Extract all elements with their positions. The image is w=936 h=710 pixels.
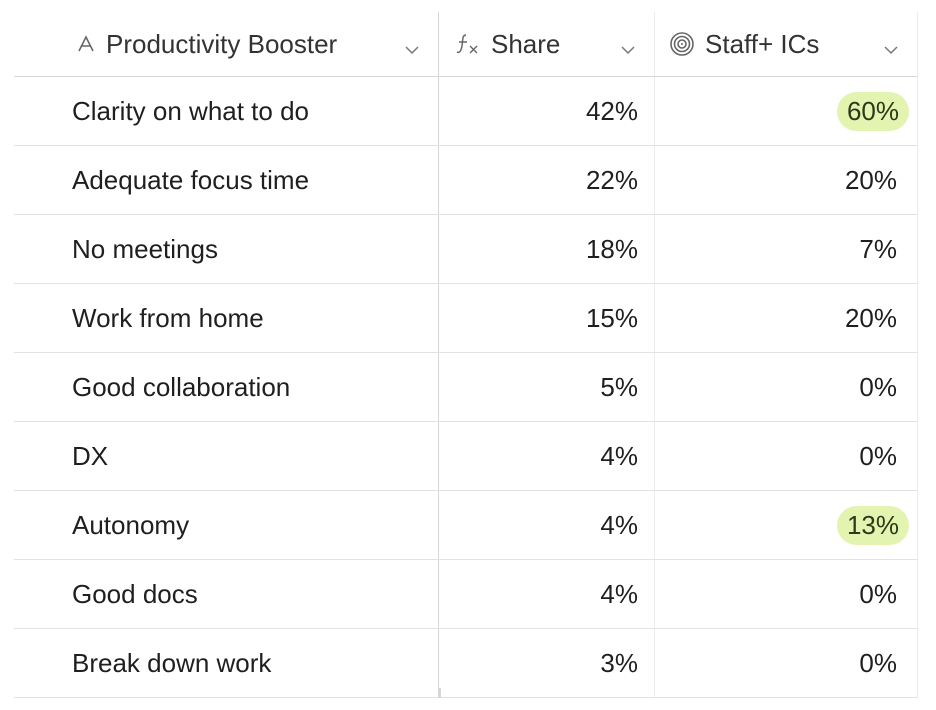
cell-share[interactable]: 22%: [439, 146, 655, 214]
table-row[interactable]: Good collaboration 5% 0%: [14, 353, 918, 422]
highlighted-value: 60%: [836, 91, 909, 131]
formula-icon: [455, 32, 481, 56]
column-header-label: Share: [491, 28, 561, 59]
column-header-label: Productivity Booster: [106, 28, 338, 59]
table-row[interactable]: Work from home 15% 20%: [14, 284, 918, 353]
highlighted-value: 13%: [836, 505, 909, 545]
cell-productivity-booster[interactable]: Work from home: [14, 284, 439, 352]
cell-staff-ics[interactable]: 20%: [655, 284, 918, 352]
spiral-icon: [669, 31, 695, 57]
cell-staff-ics[interactable]: 0%: [655, 353, 918, 421]
cell-share[interactable]: 15%: [439, 284, 655, 352]
cell-value: 20%: [844, 302, 897, 333]
column-header-label: Staff+ ICs: [705, 28, 820, 59]
table-header: Productivity Booster Share Staff+ ICs: [14, 12, 918, 77]
table-row[interactable]: Adequate focus time 22% 20%: [14, 146, 918, 215]
cell-value: 20%: [844, 164, 897, 195]
chevron-down-icon[interactable]: [883, 34, 899, 65]
data-table: Productivity Booster Share Staff+ ICs Cl…: [14, 12, 918, 698]
cell-staff-ics[interactable]: 13%: [655, 491, 918, 559]
cell-share[interactable]: 4%: [439, 491, 655, 559]
cell-share[interactable]: 5%: [439, 353, 655, 421]
cell-share[interactable]: 4%: [439, 560, 655, 628]
cell-value: 0%: [859, 440, 897, 471]
cell-productivity-booster[interactable]: Clarity on what to do: [14, 77, 439, 145]
text-type-icon: [76, 34, 96, 54]
cell-share[interactable]: 3%: [439, 629, 655, 697]
cell-staff-ics[interactable]: 0%: [655, 629, 918, 697]
table-row[interactable]: Break down work 3% 0%: [14, 629, 918, 698]
cell-productivity-booster[interactable]: Break down work: [14, 629, 439, 697]
table-row[interactable]: DX 4% 0%: [14, 422, 918, 491]
chevron-down-icon[interactable]: [620, 34, 636, 65]
column-header-share[interactable]: Share: [439, 12, 655, 76]
table-row[interactable]: Autonomy 4% 13%: [14, 491, 918, 560]
cell-staff-ics[interactable]: 0%: [655, 560, 918, 628]
cell-staff-ics[interactable]: 60%: [655, 77, 918, 145]
table-row[interactable]: Good docs 4% 0%: [14, 560, 918, 629]
cell-productivity-booster[interactable]: Autonomy: [14, 491, 439, 559]
cell-value: 0%: [859, 578, 897, 609]
cell-productivity-booster[interactable]: Good docs: [14, 560, 439, 628]
table-row[interactable]: No meetings 18% 7%: [14, 215, 918, 284]
cell-staff-ics[interactable]: 20%: [655, 146, 918, 214]
cell-productivity-booster[interactable]: DX: [14, 422, 439, 490]
cell-share[interactable]: 42%: [439, 77, 655, 145]
column-divider: [439, 688, 441, 698]
table-row[interactable]: Clarity on what to do 42% 60%: [14, 77, 918, 146]
cell-productivity-booster[interactable]: Adequate focus time: [14, 146, 439, 214]
cell-share[interactable]: 4%: [439, 422, 655, 490]
chevron-down-icon[interactable]: [404, 34, 420, 65]
cell-staff-ics[interactable]: 7%: [655, 215, 918, 283]
column-header-staff-ics[interactable]: Staff+ ICs: [655, 12, 918, 76]
cell-share[interactable]: 18%: [439, 215, 655, 283]
column-header-productivity-booster[interactable]: Productivity Booster: [14, 12, 439, 76]
cell-productivity-booster[interactable]: No meetings: [14, 215, 439, 283]
cell-productivity-booster[interactable]: Good collaboration: [14, 353, 439, 421]
cell-value: 7%: [859, 233, 897, 264]
cell-staff-ics[interactable]: 0%: [655, 422, 918, 490]
cell-value: 0%: [859, 647, 897, 678]
cell-value: 0%: [859, 371, 897, 402]
